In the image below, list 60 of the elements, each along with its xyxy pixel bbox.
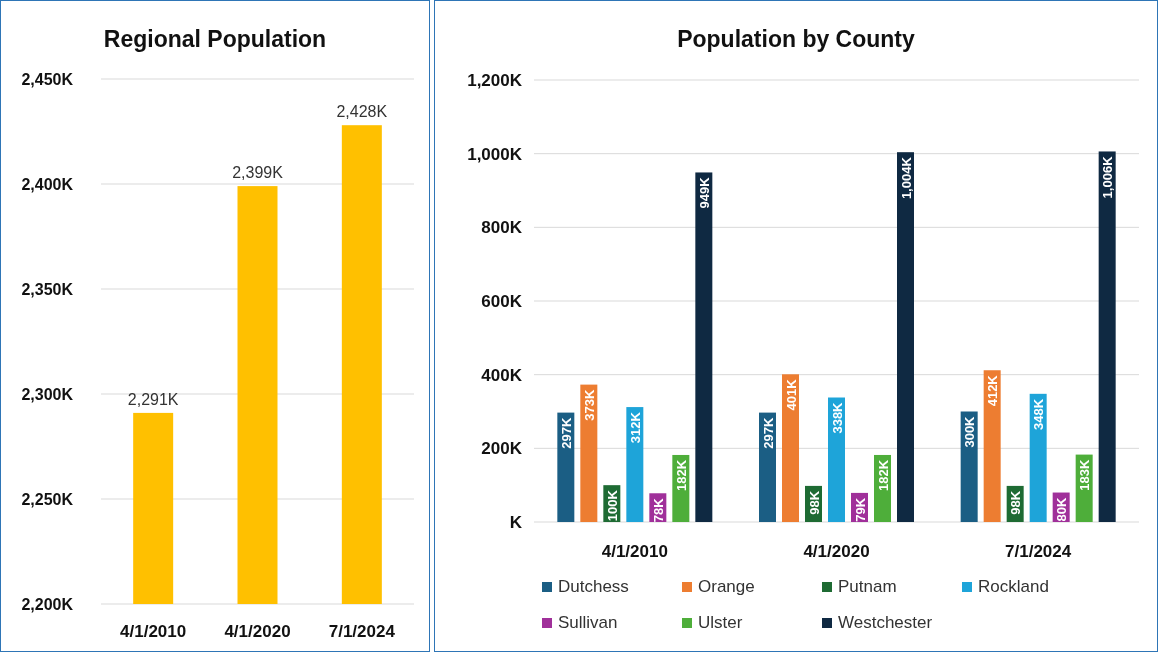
y-tick-label: 1,200K (467, 71, 523, 90)
legend-label: Dutchess (558, 577, 629, 596)
y-tick-label: 2,350K (21, 281, 74, 298)
bar (1098, 151, 1116, 522)
y-tick-label: 200K (481, 439, 523, 459)
y-tick-label: 2,300K (21, 386, 74, 403)
y-tick-label: 800K (481, 218, 523, 238)
data-label: 182K (875, 459, 891, 492)
data-label: 2,399K (232, 164, 284, 182)
data-label: 297K (558, 416, 574, 449)
data-label: 348K (1031, 398, 1047, 430)
x-tick-label: 4/1/2020 (803, 542, 870, 561)
data-label: 182K (673, 459, 689, 492)
legend-label: Rockland (978, 577, 1049, 596)
data-label: 98K (806, 490, 822, 515)
bar (695, 172, 713, 522)
data-label: 78K (650, 497, 666, 523)
data-label: 412K (985, 374, 1001, 407)
data-label: 100K (604, 489, 620, 522)
x-tick-label: 4/1/2020 (224, 622, 291, 641)
bar (626, 407, 644, 522)
chart-title: Population by County (677, 26, 916, 52)
y-tick-label: 2,400K (21, 176, 74, 193)
legend-label: Westchester (838, 613, 933, 632)
data-label: 183K (1077, 458, 1093, 491)
chart-title: Regional Population (103, 26, 327, 52)
y-tick-label: 2,450K (21, 71, 74, 88)
legend-label: Sullivan (558, 613, 618, 632)
x-tick-label: 7/1/2024 (328, 622, 396, 641)
y-tick-label: 1,000K (467, 144, 523, 164)
legend-label: Ulster (698, 613, 743, 632)
data-label: 401K (783, 378, 799, 411)
y-tick-label: 2,200K (21, 596, 74, 613)
y-tick-label: 2,250K (21, 491, 74, 508)
data-label: 2,291K (127, 390, 179, 408)
data-label: 300K (962, 415, 978, 448)
legend-label: Orange (698, 577, 755, 596)
bar (1029, 393, 1047, 522)
bar (983, 370, 1001, 522)
x-tick-label: 4/1/2010 (120, 622, 187, 641)
bar (897, 152, 914, 522)
data-label: 373K (581, 389, 597, 421)
data-label: 98K (1008, 490, 1024, 515)
x-tick-label: 4/1/2010 (601, 542, 668, 561)
y-tick-label: 400K (481, 365, 523, 385)
legend-label: Putnam (838, 577, 897, 596)
data-label: 949K (696, 176, 712, 209)
data-label: 2,428K (336, 103, 388, 121)
data-label: 312K (627, 411, 643, 444)
bar (580, 384, 598, 522)
y-tick-label: 600K (481, 292, 523, 311)
data-label: 297K (760, 416, 776, 449)
data-label: 338K (829, 401, 845, 434)
x-tick-label: 7/1/2024 (1005, 542, 1072, 561)
data-label: 1,004K (898, 156, 914, 200)
data-label: 79K (852, 497, 868, 522)
y-tick-label: K (509, 513, 523, 532)
bar (782, 374, 799, 522)
data-label: 80K (1054, 496, 1070, 522)
data-label: 1,006K (1100, 155, 1116, 199)
